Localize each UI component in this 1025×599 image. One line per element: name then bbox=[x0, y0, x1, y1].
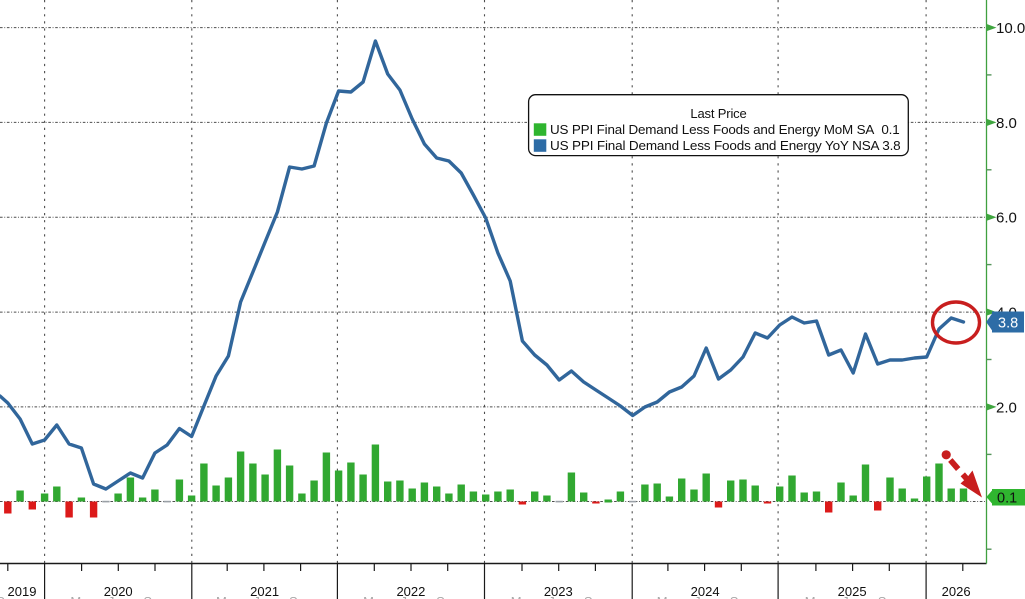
svg-text:Sep: Sep bbox=[289, 594, 312, 599]
svg-text:2019: 2019 bbox=[8, 584, 37, 599]
svg-text:Last Price: Last Price bbox=[690, 106, 746, 121]
svg-text:Jun: Jun bbox=[842, 594, 863, 599]
svg-text:Sep: Sep bbox=[436, 594, 459, 599]
svg-text:2025: 2025 bbox=[838, 584, 867, 599]
svg-text:2020: 2020 bbox=[104, 584, 133, 599]
svg-text:Mar: Mar bbox=[363, 594, 386, 599]
svg-text:Mar: Mar bbox=[805, 594, 828, 599]
svg-text:Jun: Jun bbox=[548, 594, 569, 599]
svg-text:2026: 2026 bbox=[942, 584, 971, 599]
svg-text:Mar: Mar bbox=[216, 594, 239, 599]
svg-text:2024: 2024 bbox=[691, 584, 720, 599]
svg-text:2022: 2022 bbox=[396, 584, 425, 599]
svg-text:Sep: Sep bbox=[584, 594, 607, 599]
svg-text:2023: 2023 bbox=[544, 584, 573, 599]
svg-text:Jun: Jun bbox=[694, 594, 715, 599]
svg-text:US PPI Final Demand Less Foods: US PPI Final Demand Less Foods and Energ… bbox=[550, 122, 900, 137]
svg-text:Mar: Mar bbox=[511, 594, 534, 599]
svg-text:Jun: Jun bbox=[108, 594, 129, 599]
svg-text:Sep: Sep bbox=[0, 594, 19, 599]
svg-text:3.8: 3.8 bbox=[998, 316, 1018, 332]
svg-text:8.0: 8.0 bbox=[996, 115, 1017, 132]
svg-text:Mar: Mar bbox=[70, 594, 93, 599]
svg-text:0.1: 0.1 bbox=[997, 491, 1017, 507]
svg-text:Jun: Jun bbox=[253, 594, 274, 599]
svg-text:2021: 2021 bbox=[250, 584, 279, 599]
svg-text:Jun: Jun bbox=[401, 594, 422, 599]
svg-text:US PPI Final Demand Less Foods: US PPI Final Demand Less Foods and Energ… bbox=[550, 138, 901, 153]
svg-text:Mar: Mar bbox=[657, 594, 680, 599]
svg-text:10.0: 10.0 bbox=[996, 20, 1025, 37]
svg-text:2.0: 2.0 bbox=[996, 399, 1017, 416]
svg-text:Sep: Sep bbox=[143, 594, 166, 599]
svg-text:6.0: 6.0 bbox=[996, 210, 1017, 227]
svg-text:Sep: Sep bbox=[730, 594, 753, 599]
svg-text:Sep: Sep bbox=[878, 594, 901, 599]
